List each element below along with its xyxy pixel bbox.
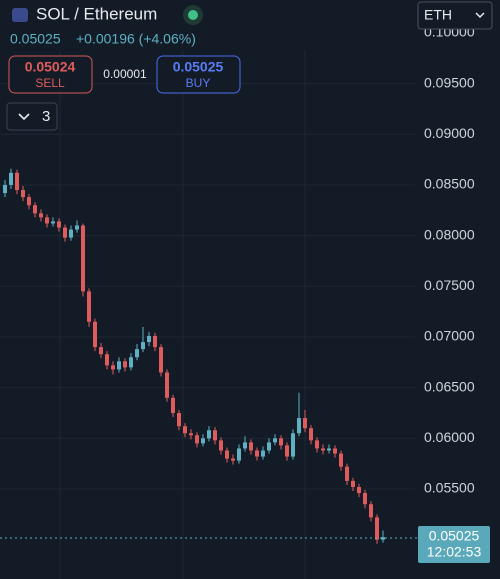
candle-body xyxy=(87,291,91,322)
y-tick-label: 0.06500 xyxy=(424,378,475,394)
candle-body xyxy=(285,445,289,457)
candle-body xyxy=(237,448,241,461)
dropdown-arrow xyxy=(475,12,485,19)
candle-body xyxy=(141,342,145,350)
sell-price[interactable]: 0.05024 xyxy=(25,59,76,75)
candle-body xyxy=(63,227,67,238)
y-tick-label: 0.05500 xyxy=(424,480,475,496)
candle-body xyxy=(51,221,55,224)
candle-body xyxy=(345,466,349,481)
candle-body xyxy=(57,221,61,228)
header-bg xyxy=(0,0,415,50)
candle-body xyxy=(369,504,373,518)
price-change: +0.00196 (+4.06%) xyxy=(76,31,196,47)
y-tick-label: 0.09500 xyxy=(424,74,475,90)
candle-body xyxy=(93,321,97,348)
candle-body xyxy=(291,433,295,457)
price-tag xyxy=(418,526,490,563)
candle-body xyxy=(225,450,229,459)
candle-body xyxy=(195,435,199,444)
buy-button[interactable] xyxy=(156,55,241,94)
candle-body xyxy=(165,372,169,398)
price-tag-value: 0.05025 xyxy=(429,528,480,544)
candle-body xyxy=(33,205,37,214)
buy-price[interactable]: 0.05025 xyxy=(173,59,224,75)
candle-body xyxy=(279,438,283,446)
candle-body xyxy=(363,493,367,505)
candle-body xyxy=(117,361,121,370)
interval-toggle[interactable] xyxy=(6,102,58,131)
candle-body xyxy=(267,442,271,451)
candle-body xyxy=(357,486,361,494)
candle-body xyxy=(153,335,157,348)
candle-body xyxy=(75,225,79,230)
candle-body xyxy=(219,440,223,451)
candle-body xyxy=(201,438,205,444)
candle-body xyxy=(39,213,43,218)
last-price: 0.05025 xyxy=(10,31,61,47)
buy-label[interactable]: BUY xyxy=(186,76,211,90)
y-tick-label: 0.09000 xyxy=(424,125,475,141)
candle-body xyxy=(171,397,175,413)
candle-body xyxy=(135,349,139,358)
currency-select[interactable] xyxy=(417,1,493,30)
candle-body xyxy=(339,453,343,467)
candle-body xyxy=(123,361,127,368)
candle-body xyxy=(375,517,379,540)
coin-icon xyxy=(12,8,28,22)
candle-body xyxy=(15,172,19,191)
price-tag-time: 12:02:53 xyxy=(427,544,482,560)
candle-body xyxy=(315,440,319,449)
candle-body xyxy=(381,537,385,540)
chevron xyxy=(18,113,30,121)
y-tick-label: 0.08500 xyxy=(424,176,475,192)
candle-body xyxy=(69,229,73,238)
candle-body xyxy=(45,217,49,224)
pair-title: SOL / Ethereum xyxy=(36,4,157,23)
interval-count[interactable]: 3 xyxy=(42,108,50,125)
candle-body xyxy=(147,335,151,343)
candle-body xyxy=(309,428,313,441)
sell-button[interactable] xyxy=(8,55,93,94)
candle-body xyxy=(327,448,331,451)
candle-body xyxy=(207,430,211,439)
candle-body xyxy=(189,433,193,436)
candle-body xyxy=(27,197,31,206)
y-tick-label: 0.07500 xyxy=(424,277,475,293)
plot: 0.100000.095000.090000.085000.080000.075… xyxy=(0,0,475,579)
candle-body xyxy=(183,426,187,434)
candle-body xyxy=(9,172,13,185)
candle-body xyxy=(255,450,259,457)
y-tick-label: 0.06000 xyxy=(424,429,475,445)
status-dot xyxy=(188,10,198,20)
candle-body xyxy=(273,438,277,443)
sell-label[interactable]: SELL xyxy=(35,76,65,90)
candle-body xyxy=(213,430,217,441)
candle-body xyxy=(129,357,133,368)
candle-body xyxy=(99,347,103,355)
candle-body xyxy=(81,225,85,292)
candle-body xyxy=(105,354,109,366)
candle-body xyxy=(321,448,325,451)
candle-body xyxy=(159,347,163,373)
candle-body xyxy=(3,184,7,194)
candle-body xyxy=(297,418,301,434)
y-tick-label: 0.07000 xyxy=(424,328,475,344)
candle-body xyxy=(111,365,115,370)
candle-body xyxy=(333,448,337,454)
currency-text[interactable]: ETH xyxy=(424,7,452,23)
candle-body xyxy=(21,190,25,198)
candle-body xyxy=(177,412,181,427)
candle-body xyxy=(249,442,253,451)
candle-body xyxy=(351,480,355,487)
candle-body xyxy=(303,418,307,429)
candle-body xyxy=(231,458,235,461)
candle-body xyxy=(243,442,247,449)
y-tick-label: 0.08000 xyxy=(424,226,475,242)
candle-body xyxy=(261,450,265,457)
spread: 0.00001 xyxy=(103,67,147,81)
